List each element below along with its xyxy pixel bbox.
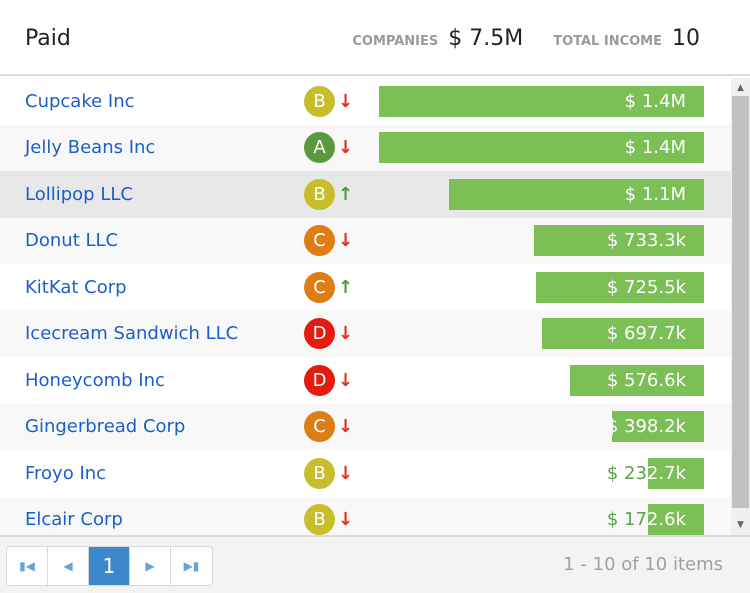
amount-label: $ 1.4M: [624, 90, 686, 112]
page-title: Paid: [25, 26, 71, 51]
grade-badge: B: [304, 85, 335, 117]
arrow-up-icon: ↑: [338, 183, 354, 205]
first-page-icon: ▮◀: [19, 559, 35, 573]
page-1-button[interactable]: 1: [89, 547, 130, 585]
company-name-link[interactable]: Froyo Inc: [25, 462, 107, 484]
company-name-link[interactable]: Lollipop LLC: [25, 183, 133, 205]
company-name-link[interactable]: Honeycomb Inc: [25, 369, 165, 391]
amount-bar: [448, 178, 704, 210]
arrow-down-icon: ↓: [338, 462, 354, 484]
amount-bar: [542, 318, 704, 350]
table-row[interactable]: Cupcake Inc B ↓ $ 1.4M: [0, 78, 731, 125]
amount-label: $ 1.4M: [624, 137, 686, 159]
amount-bar: [648, 457, 704, 489]
amount-bar: [570, 364, 704, 396]
amount-cell: $ 697.7k: [379, 318, 704, 350]
summary-stats: COMPANIES $ 7.5M TOTAL INCOME 10: [352, 26, 700, 51]
amount-cell: $ 1.1M: [379, 178, 704, 210]
company-name-link[interactable]: Donut LLC: [25, 230, 119, 252]
grade-badge: D: [304, 364, 335, 396]
pager: ▮◀ ◀ 1 ▶ ▶▮: [6, 546, 213, 586]
grade-badge: B: [304, 178, 335, 210]
table-row[interactable]: Honeycomb Inc D ↓ $ 576.6k: [0, 357, 731, 404]
grade-badge: C: [304, 271, 335, 303]
company-name-link[interactable]: Gingerbread Corp: [25, 416, 186, 438]
companies-label: COMPANIES: [352, 34, 439, 49]
amount-cell: $ 1.4M: [379, 132, 704, 164]
company-name-link[interactable]: Elcair Corp: [25, 509, 123, 531]
amount-label: $ 576.6k: [606, 369, 686, 391]
first-page-button[interactable]: ▮◀: [7, 547, 48, 585]
table-row[interactable]: Elcair Corp B ↓ $ 172.6k: [0, 496, 731, 535]
grade-badge: B: [304, 457, 335, 489]
amount-cell: $ 398.2k: [379, 411, 704, 443]
scroll-down-icon[interactable]: ▼: [737, 520, 744, 530]
amount-cell: $ 172.6k: [379, 504, 704, 535]
scrollbar-thumb[interactable]: [732, 96, 749, 508]
table-row[interactable]: Jelly Beans Inc A ↓ $ 1.4M: [0, 124, 731, 171]
last-page-icon: ▶▮: [183, 559, 200, 573]
table-row[interactable]: Gingerbread Corp C ↓ $ 398.2k: [0, 403, 731, 450]
amount-cell: $ 576.6k: [379, 364, 704, 396]
table-row[interactable]: Lollipop LLC B ↑ $ 1.1M: [0, 171, 731, 218]
companies-value: $ 7.5M: [448, 26, 524, 51]
amount-cell: $ 1.4M: [379, 85, 704, 117]
arrow-up-icon: ↑: [338, 276, 354, 298]
pager-info: 1 - 10 of 10 items: [563, 554, 723, 575]
grade-badge: D: [304, 318, 335, 350]
amount-label: $ 1.1M: [624, 183, 686, 205]
next-page-icon: ▶: [145, 559, 155, 573]
amount-label: $ 733.3k: [606, 230, 686, 252]
arrow-down-icon: ↓: [338, 230, 354, 252]
amount-label: $ 697.7k: [606, 323, 686, 345]
pager-footer: ▮◀ ◀ 1 ▶ ▶▮ 1 - 10 of 10 items: [0, 535, 750, 593]
amount-label: $ 725.5k: [606, 276, 686, 298]
arrow-down-icon: ↓: [338, 416, 354, 438]
table-row[interactable]: Froyo Inc B ↓ $ 232.7k: [0, 450, 731, 497]
arrow-down-icon: ↓: [338, 509, 354, 531]
amount-bar: [535, 271, 704, 303]
amount-cell: $ 725.5k: [379, 271, 704, 303]
amount-bar: [533, 225, 704, 257]
table-row[interactable]: Donut LLC C ↓ $ 733.3k: [0, 217, 731, 264]
grade-badge: B: [304, 504, 335, 535]
scroll-up-icon[interactable]: ▲: [737, 83, 744, 93]
prev-page-icon: ◀: [63, 559, 73, 573]
amount-label: $ 232.7k: [606, 462, 686, 484]
scrollbar[interactable]: ▲ ▼: [731, 78, 750, 535]
amount-bar: [611, 411, 704, 443]
amount-bar: [648, 504, 704, 535]
grade-badge: A: [304, 132, 335, 164]
company-name-link[interactable]: Icecream Sandwich LLC: [25, 323, 239, 345]
prev-page-button[interactable]: ◀: [48, 547, 89, 585]
total-income-value: 10: [672, 26, 700, 51]
amount-bar: [379, 132, 704, 164]
total-income-label: TOTAL INCOME: [553, 34, 662, 49]
amount-cell: $ 232.7k: [379, 457, 704, 489]
amount-label: $ 172.6k: [606, 509, 686, 531]
table-row[interactable]: Icecream Sandwich LLC D ↓ $ 697.7k: [0, 310, 731, 357]
grade-badge: C: [304, 411, 335, 443]
company-name-link[interactable]: Cupcake Inc: [25, 90, 135, 112]
last-page-button[interactable]: ▶▮: [171, 547, 212, 585]
arrow-down-icon: ↓: [338, 90, 354, 112]
company-name-link[interactable]: Jelly Beans Inc: [25, 137, 156, 159]
grade-badge: C: [304, 225, 335, 257]
amount-cell: $ 733.3k: [379, 225, 704, 257]
arrow-down-icon: ↓: [338, 369, 354, 391]
table-row[interactable]: KitKat Corp C ↑ $ 725.5k: [0, 264, 731, 311]
next-page-button[interactable]: ▶: [130, 547, 171, 585]
amount-bar: [379, 85, 704, 117]
arrow-down-icon: ↓: [338, 137, 354, 159]
company-list: Cupcake Inc B ↓ $ 1.4M Jelly Beans Inc A…: [0, 78, 731, 535]
amount-label: $ 398.2k: [606, 416, 686, 438]
header: Paid COMPANIES $ 7.5M TOTAL INCOME 10: [0, 0, 750, 76]
company-name-link[interactable]: KitKat Corp: [25, 276, 127, 298]
arrow-down-icon: ↓: [338, 323, 354, 345]
